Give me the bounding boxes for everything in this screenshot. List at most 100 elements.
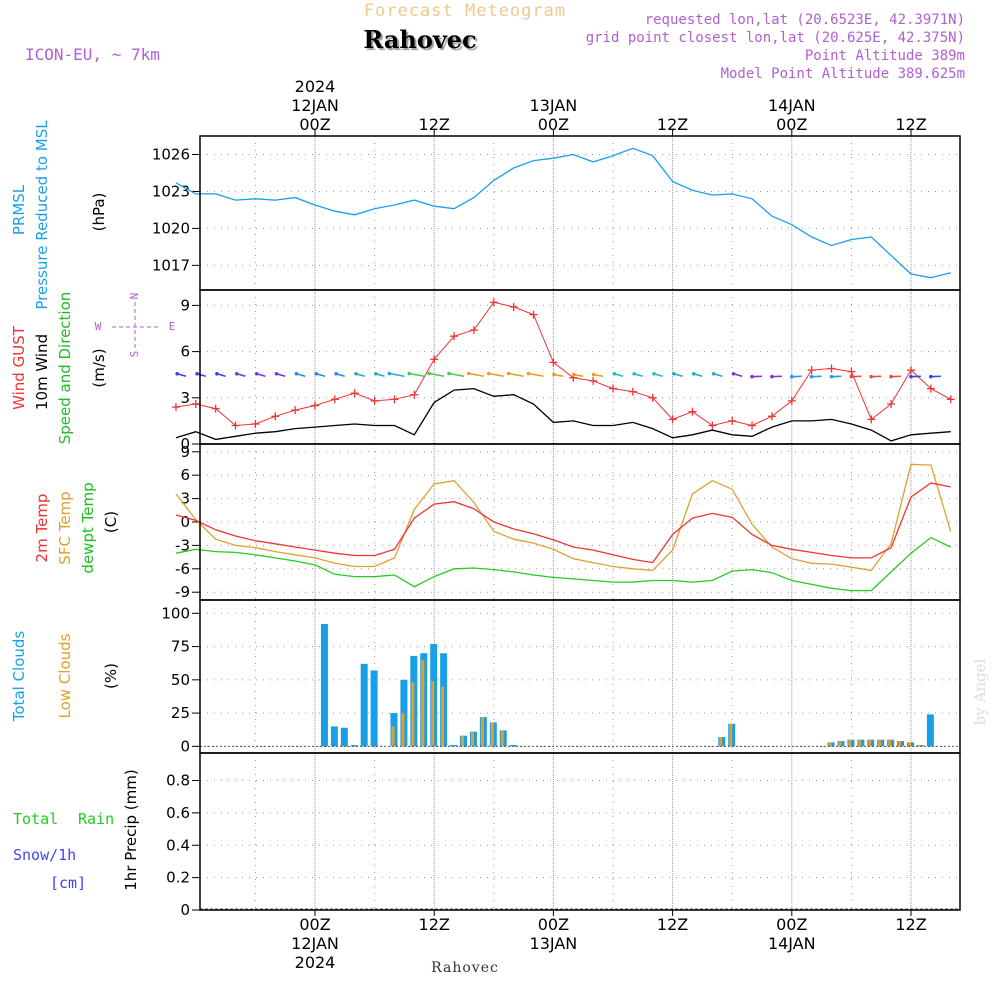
low-cloud-bar — [461, 735, 464, 747]
bottom-time-label: 12Z — [419, 915, 450, 934]
pressure-line — [175, 147, 951, 279]
precip-labels: Total Rain Snow/1h [cm] 1hr Precip (mm) — [13, 769, 140, 892]
wind-line — [175, 387, 951, 442]
y-tick-label: 1017 — [152, 256, 190, 274]
wind-arrow-head — [195, 371, 199, 376]
top-time-label: 12Z — [657, 115, 688, 134]
wind-arrow-head — [731, 371, 736, 376]
top-time-label: 00Z — [299, 115, 330, 134]
wind-arrow-head — [526, 371, 531, 376]
wind-arrow-head — [387, 371, 392, 376]
y-tick-label: 3 — [180, 389, 190, 407]
total-cloud-bar — [350, 745, 358, 747]
plot-layer: 10171020102310260369-9-6-303690255075100… — [152, 77, 961, 972]
y-tick-label: 0.2 — [166, 869, 190, 887]
wind-arrow — [409, 372, 425, 378]
precip-unit-label: 1hr Precip (mm) — [122, 769, 140, 890]
panel-frame — [199, 752, 961, 911]
low-cloud-bar — [838, 741, 842, 747]
wind-arrow-head — [486, 371, 491, 376]
y-tick-label: -9 — [175, 583, 190, 601]
grid-point-coords: grid point closest lon,lat (20.625E, 42.… — [586, 30, 965, 46]
y-tick-label: 100 — [161, 604, 190, 622]
wind-arrow-head — [294, 371, 299, 376]
watermark: by Angel — [971, 658, 989, 725]
y-tick-label: 9 — [180, 443, 190, 461]
cloud-unit-label: (%) — [102, 663, 120, 689]
wind-arrow — [448, 372, 465, 378]
wind-arrow-head — [652, 371, 656, 376]
top-time-label: 12Z — [895, 115, 926, 134]
wind-labels: Wind GUST 10m Wind Speed and Direction (… — [10, 292, 175, 445]
wind-arrow-head — [591, 372, 596, 377]
low-cloud-bar — [729, 723, 733, 747]
total-cloud-bar — [370, 670, 378, 747]
dewpt-line — [175, 536, 951, 592]
wind-arrow-head — [447, 371, 451, 376]
total-cloud-bar — [926, 714, 934, 747]
y-tick-label: 50 — [171, 671, 190, 689]
wind-arrow-head — [672, 371, 676, 376]
low-cloud-bar — [908, 742, 911, 747]
top-time-label: 12Z — [419, 115, 450, 134]
compass-e: E — [169, 320, 176, 333]
snow-unit-label: [cm] — [50, 874, 86, 892]
wind-arrow-head — [274, 371, 279, 376]
low-cloud-bar — [411, 682, 415, 747]
wind-arrow-head — [770, 374, 774, 379]
total-cloud-bar — [320, 623, 328, 747]
requested-coords: requested lon,lat (20.6523E, 42.3971N) — [645, 12, 965, 28]
cloud-labels: Total Clouds Low Clouds (%) — [10, 631, 120, 723]
low-cloud-bar — [828, 742, 832, 747]
y-tick-label: 6 — [180, 466, 190, 484]
wind-arrow-head — [789, 374, 794, 379]
wind-arrow-head — [849, 374, 854, 379]
prmsl-label: PRMSL — [10, 184, 28, 235]
compass-w: W — [95, 320, 102, 333]
panel-frame — [199, 443, 961, 601]
top-time-label: 00Z — [776, 115, 807, 134]
total-label: Total — [13, 810, 58, 828]
rain-label: Rain — [78, 810, 114, 828]
wind-arrow — [488, 372, 504, 378]
low-cloud-bar — [719, 737, 723, 747]
wind-direction-label: Speed and Direction — [56, 292, 74, 445]
temp-labels: 2m Temp SFC Temp dewpt Temp (C) — [33, 482, 120, 573]
wind-arrow — [528, 372, 544, 378]
y-tick-label: 9 — [180, 296, 190, 314]
wind-arrow-head — [572, 372, 576, 377]
wind-arrow-head — [632, 371, 636, 376]
low-cloud-bar — [470, 731, 474, 747]
gust-label: Wind GUST — [10, 325, 28, 410]
y-tick-label: -3 — [175, 536, 190, 554]
wind-arrow-head — [612, 371, 617, 376]
wind-arrow-head — [354, 371, 358, 376]
y-tick-label: 0 — [180, 737, 190, 755]
low-cloud-bar — [917, 745, 921, 747]
wind-arrow-head — [809, 374, 814, 379]
wind-unit-label: (m/s) — [90, 348, 108, 387]
low-cloud-bar — [888, 739, 892, 747]
wind-arrow-head — [175, 371, 180, 376]
total-cloud-bar — [330, 726, 338, 747]
low-cloud-bar — [490, 722, 494, 747]
y-tick-label: 1023 — [152, 182, 190, 200]
wind-label: 10m Wind — [33, 334, 51, 410]
bottom-time-label: 00Z — [538, 915, 569, 934]
top-time-label: 00Z — [538, 115, 569, 134]
wind-arrow — [389, 372, 405, 378]
y-tick-label: 0 — [180, 513, 190, 531]
total-cloud-bar — [450, 745, 458, 747]
bottom-time-label: 00Z — [299, 915, 330, 934]
wind-arrow-head — [929, 374, 933, 379]
model-label: ICON-EU, ~ 7km — [25, 45, 160, 64]
y-tick-label: 25 — [171, 704, 190, 722]
point-altitude: Point Altitude 389m — [805, 48, 965, 64]
bottom-time-label: 12Z — [657, 915, 688, 934]
compass-rose: N W E S — [95, 293, 176, 358]
top-time-label: 14JAN — [768, 96, 816, 115]
temp-unit-label: (C) — [102, 511, 120, 533]
model-point-altitude: Model Point Altitude 389.625m — [721, 66, 965, 82]
low-cloud-bar — [401, 713, 405, 747]
bottom-time-label: 12Z — [895, 915, 926, 934]
